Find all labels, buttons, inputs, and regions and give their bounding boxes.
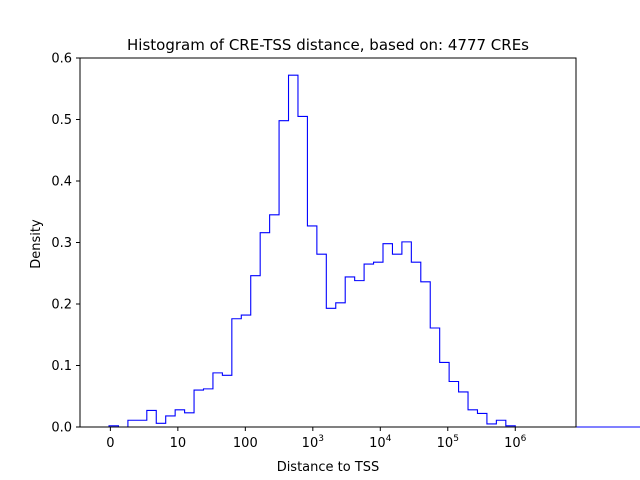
y-axis-label: Density <box>29 219 44 269</box>
y-tick-label: 0.4 <box>51 175 72 190</box>
x-tick-label: 10 <box>170 436 187 451</box>
x-axis-label: Distance to TSS <box>277 460 380 475</box>
y-tick-label: 0.5 <box>51 113 72 128</box>
x-tick-label: 100 <box>233 436 258 451</box>
histogram-step-line <box>108 74 640 428</box>
x-tick-label: 103 <box>302 434 324 451</box>
y-tick-label: 0.0 <box>51 421 72 436</box>
x-tick-label: 104 <box>369 434 392 451</box>
y-tick-label: 0.1 <box>51 359 72 374</box>
axes-frame <box>79 57 577 428</box>
x-tick-label: 105 <box>437 434 459 451</box>
y-tick-label: 0.6 <box>51 52 72 67</box>
y-tick-label: 0.2 <box>51 298 72 313</box>
y-tick-label: 0.3 <box>51 236 72 251</box>
plot-area: 0 10 100 103 104 105 106 0.0 0.1 0.2 0.3 0.4 0.5 0.6 <box>51 52 640 451</box>
x-tick-label: 106 <box>504 434 527 451</box>
x-tick-label: 0 <box>106 436 114 451</box>
chart-title: Histogram of CRE-TSS distance, based on:… <box>127 36 529 54</box>
